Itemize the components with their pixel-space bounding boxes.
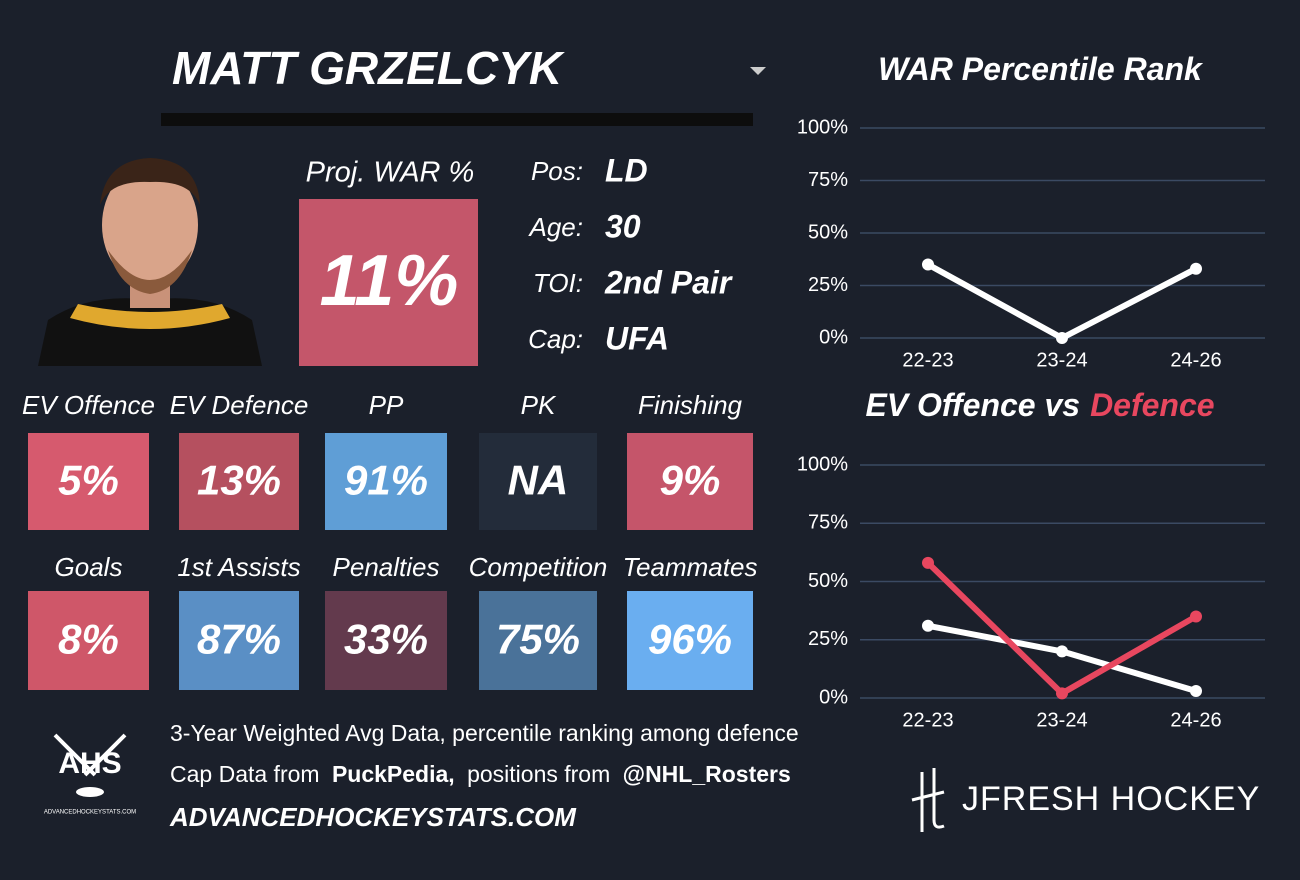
player-name: MATT GRZELCYK bbox=[172, 42, 565, 94]
tile-value: 33% bbox=[344, 616, 428, 663]
y-tick-label: 0% bbox=[819, 686, 848, 708]
tile-value: 9% bbox=[660, 457, 721, 504]
tile-label: PP bbox=[369, 390, 404, 420]
point bbox=[1056, 645, 1068, 658]
chart-title: EV Offence vs Defence bbox=[865, 387, 1214, 423]
tile bbox=[627, 591, 753, 690]
y-tick-label: 75% bbox=[808, 169, 848, 191]
tile-label: 1st Assists bbox=[177, 552, 300, 582]
logo-puck bbox=[76, 787, 104, 797]
footer-credits: Cap Data from PuckPedia, positions from … bbox=[170, 761, 791, 787]
player-photo bbox=[38, 158, 262, 366]
credit-link[interactable]: PuckPedia, bbox=[332, 761, 455, 787]
title-text: WAR Percentile Rank bbox=[878, 51, 1204, 87]
tile-label: EV Offence bbox=[22, 390, 155, 420]
tile bbox=[179, 591, 299, 690]
y-tick-label: 100% bbox=[797, 453, 848, 475]
x-tick-label: 22-23 bbox=[902, 349, 953, 371]
info-value: 30 bbox=[605, 208, 641, 244]
tile-value: 13% bbox=[197, 457, 281, 504]
tile bbox=[479, 591, 597, 690]
tile-value: 5% bbox=[58, 457, 119, 504]
point bbox=[1056, 687, 1068, 700]
tile-label: Teammates bbox=[623, 552, 758, 582]
x-tick-label: 23-24 bbox=[1036, 349, 1087, 371]
divider bbox=[161, 113, 753, 126]
tile bbox=[479, 433, 597, 530]
proj-label: Proj. WAR % bbox=[306, 157, 475, 189]
point bbox=[922, 619, 934, 632]
info-label: TOI: bbox=[533, 268, 583, 298]
y-tick-label: 25% bbox=[808, 628, 848, 650]
y-tick-label: 25% bbox=[808, 274, 848, 296]
x-tick-label: 23-24 bbox=[1036, 709, 1087, 731]
point bbox=[1190, 262, 1202, 275]
tile-value: 75% bbox=[496, 616, 580, 663]
tile-label: Goals bbox=[55, 552, 123, 582]
proj-value: 11% bbox=[320, 241, 459, 321]
tile-label: EV Defence bbox=[170, 390, 309, 420]
footer: 3-Year Weighted Avg Data, percentile ran… bbox=[44, 720, 1260, 832]
y-tick-label: 50% bbox=[808, 570, 848, 592]
y-tick-label: 0% bbox=[819, 326, 848, 348]
logo-sub: ADVANCEDHOCKEYSTATS.COM bbox=[44, 810, 136, 816]
tile-value: 8% bbox=[58, 616, 119, 663]
chart-title: WAR Percentile Rank bbox=[878, 51, 1204, 87]
x-tick-label: 24-26 bbox=[1170, 709, 1221, 731]
footer-note: 3-Year Weighted Avg Data, percentile ran… bbox=[170, 720, 799, 746]
tile-label: Penalties bbox=[333, 552, 440, 582]
y-tick-label: 50% bbox=[808, 221, 848, 243]
tile bbox=[28, 433, 149, 530]
info-value: LD bbox=[605, 152, 648, 188]
info-label: Age: bbox=[528, 212, 584, 242]
logo-sticks bbox=[53, 733, 127, 777]
credit-link[interactable]: @NHL_Rosters bbox=[623, 761, 791, 787]
tile-label: PK bbox=[521, 390, 557, 420]
title-text: EV Offence vs bbox=[865, 387, 1080, 423]
info-label: Cap: bbox=[528, 324, 583, 354]
tile-label: Finishing bbox=[638, 390, 743, 420]
credit-text: positions from bbox=[467, 761, 610, 787]
tile-label: Competition bbox=[469, 552, 608, 582]
info-value: UFA bbox=[605, 320, 669, 356]
tile bbox=[28, 591, 149, 690]
tile-value: 87% bbox=[197, 616, 281, 663]
point bbox=[1056, 332, 1068, 344]
tile bbox=[325, 591, 447, 690]
credit-text: Cap Data from bbox=[170, 761, 320, 787]
dropdown-arrow[interactable] bbox=[750, 67, 766, 75]
y-tick-label: 100% bbox=[797, 116, 848, 138]
tile bbox=[325, 433, 447, 530]
brand: JFRESH HOCKEY bbox=[962, 780, 1260, 818]
tile bbox=[179, 433, 299, 530]
point bbox=[1190, 685, 1202, 698]
info-value: 2nd Pair bbox=[604, 264, 733, 300]
tile bbox=[627, 433, 753, 530]
site-link[interactable]: ADVANCEDHOCKEYSTATS.COM bbox=[169, 802, 577, 832]
tile-value: 96% bbox=[648, 616, 732, 663]
title-highlight: Defence bbox=[1090, 387, 1215, 423]
x-tick-label: 22-23 bbox=[902, 709, 953, 731]
logo: AHS bbox=[58, 747, 121, 780]
tile-value: 91% bbox=[344, 457, 428, 504]
point bbox=[922, 258, 934, 271]
point bbox=[1190, 610, 1202, 623]
point bbox=[922, 556, 934, 569]
tile-value: NA bbox=[508, 457, 569, 504]
proj-box bbox=[299, 199, 478, 366]
y-tick-label: 75% bbox=[808, 512, 848, 534]
x-tick-label: 24-26 bbox=[1170, 349, 1221, 371]
info-label: Pos: bbox=[531, 156, 583, 186]
brand-mark bbox=[911, 768, 945, 832]
